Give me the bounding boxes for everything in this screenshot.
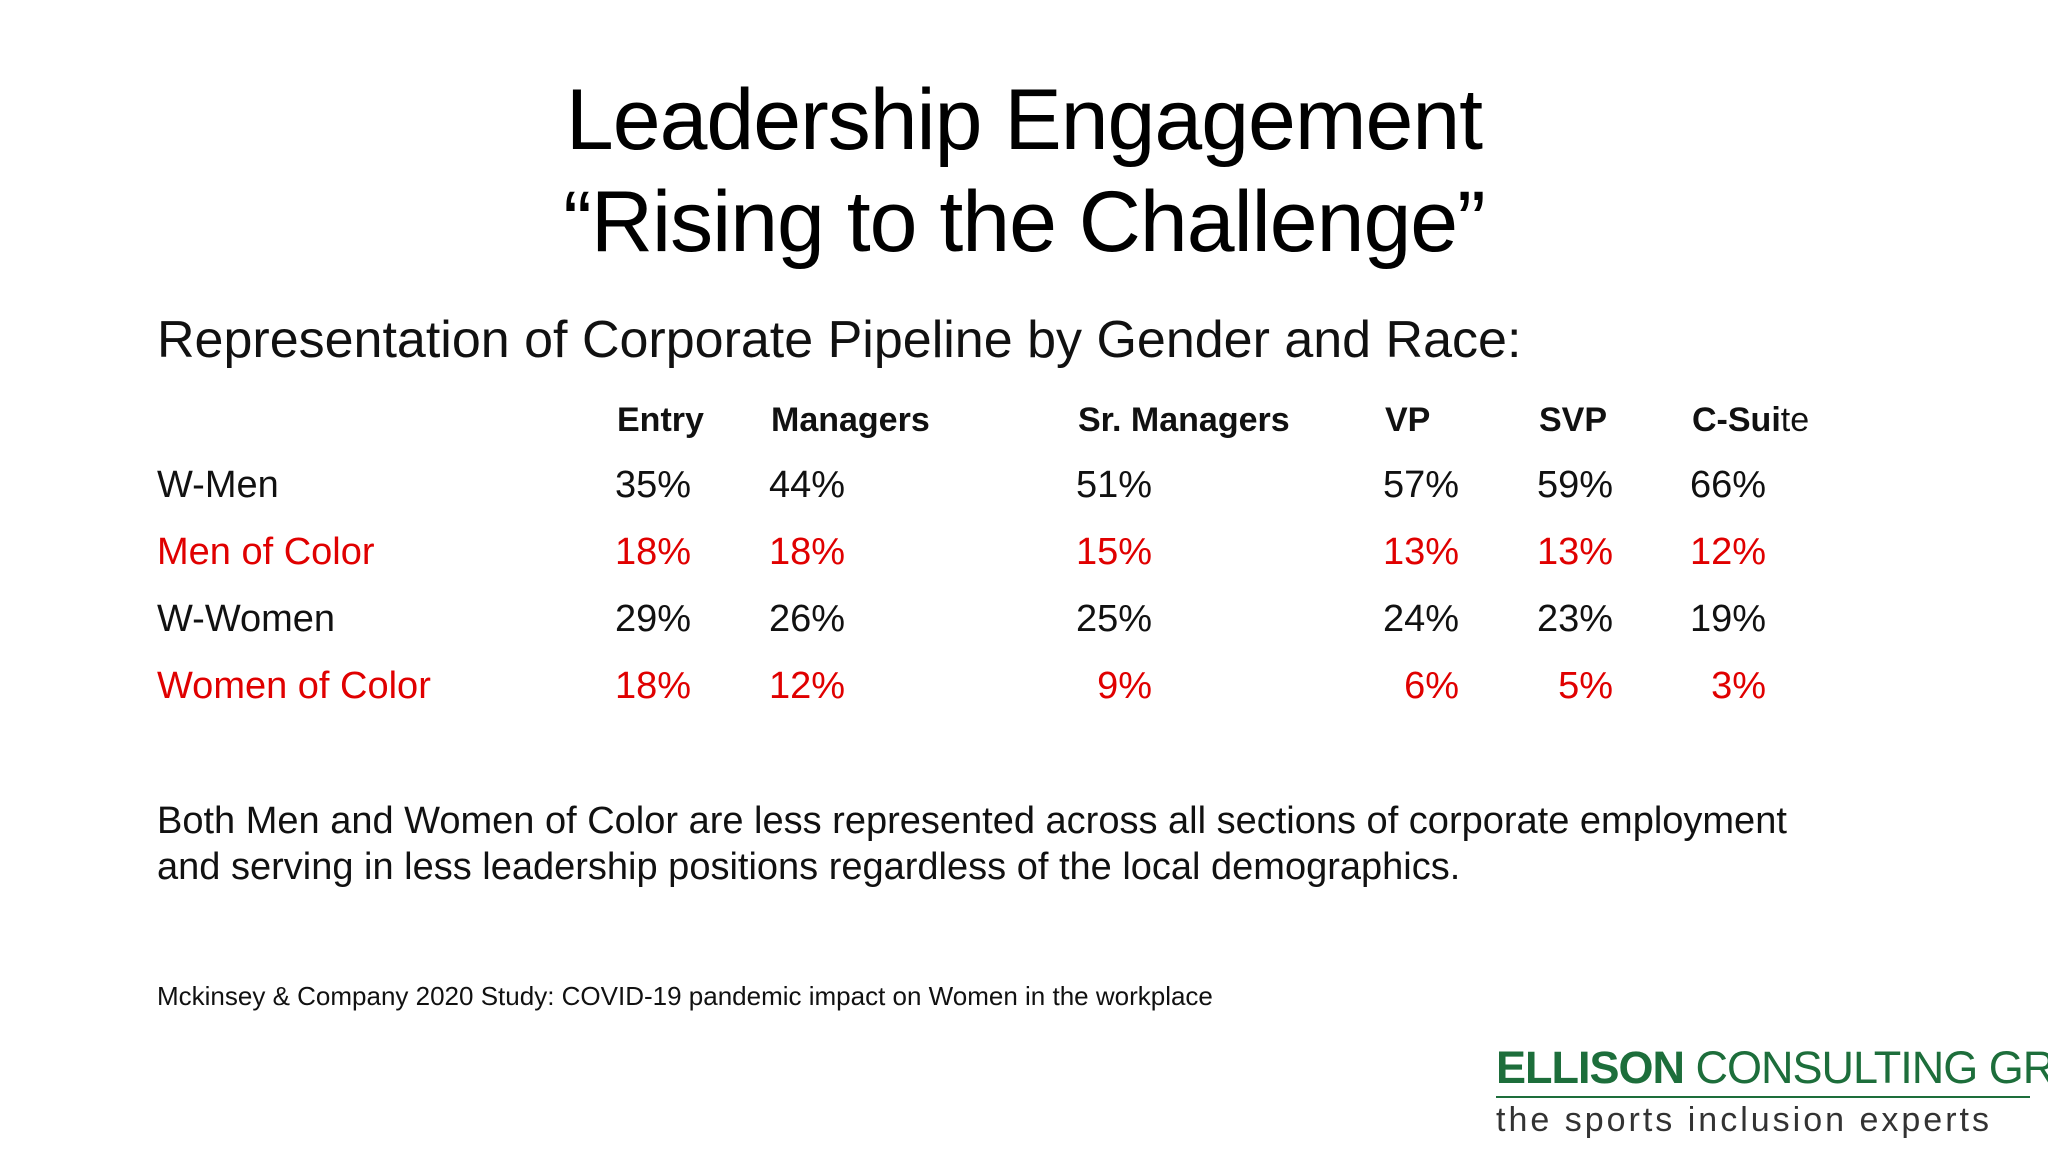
table-cell: 6% — [1404, 665, 1459, 707]
logo-divider — [1496, 1096, 2030, 1098]
column-header-c-suite: C-Suite — [1692, 401, 1810, 439]
table-cell: 9% — [1097, 665, 1152, 707]
slide-subtitle: Representation of Corporate Pipeline by … — [157, 311, 1522, 369]
table-cell: 3% — [1711, 665, 1766, 707]
row-label-women-of-color: Women of Color — [157, 665, 431, 707]
table-cell: 29% — [614, 598, 691, 640]
row-label-men-of-color: Men of Color — [157, 531, 375, 573]
table-cell: 18% — [614, 531, 691, 573]
column-header-vp: VP — [1385, 401, 1431, 439]
table-cell: 13% — [1382, 531, 1459, 573]
column-header-svp: SVP — [1539, 401, 1608, 439]
table-cell: 5% — [1558, 665, 1613, 707]
logo-wordmark: ELLISON CONSULTING GROUP — [1496, 1042, 2048, 1093]
row-label-w-men: W-Men — [157, 464, 279, 506]
table-cell: 18% — [768, 531, 845, 573]
table-cell: 57% — [1382, 464, 1459, 506]
table-cell: 59% — [1536, 464, 1613, 506]
table-cell: 35% — [614, 464, 691, 506]
table-cell: 23% — [1536, 598, 1613, 640]
table-cell: 66% — [1689, 464, 1766, 506]
table-cell: 15% — [1075, 531, 1152, 573]
column-header-managers: Managers — [771, 401, 930, 439]
table-cell: 25% — [1075, 598, 1152, 640]
slide-body-text: Both Men and Women of Color are less rep… — [157, 798, 1957, 890]
slide-title-line-2: “Rising to the Challenge” — [563, 174, 1486, 270]
row-label-w-women: W-Women — [157, 598, 336, 640]
ellison-consulting-group-logo: ELLISON CONSULTING GROUP the sports incl… — [1496, 1040, 2048, 1140]
column-header-sr-managers: Sr. Managers — [1078, 401, 1290, 439]
table-cell: 18% — [614, 665, 691, 707]
table-cell: 26% — [768, 598, 845, 640]
table-cell: 24% — [1382, 598, 1459, 640]
logo-tagline: the sports inclusion experts — [1496, 1101, 1992, 1139]
table-cell: 12% — [768, 665, 845, 707]
table-cell: 44% — [768, 464, 845, 506]
body-text-line-2: and serving in less leadership positions… — [157, 846, 1461, 888]
slide-title-line-1: Leadership Engagement — [565, 72, 1483, 168]
table-cell: 12% — [1689, 531, 1766, 573]
table-cell: 51% — [1075, 464, 1152, 506]
table-cell: 19% — [1689, 598, 1766, 640]
source-citation: Mckinsey & Company 2020 Study: COVID-19 … — [157, 981, 1213, 1011]
table-cell: 13% — [1536, 531, 1613, 573]
column-header-entry: Entry — [617, 401, 704, 439]
body-text-line-1: Both Men and Women of Color are less rep… — [157, 800, 1787, 842]
